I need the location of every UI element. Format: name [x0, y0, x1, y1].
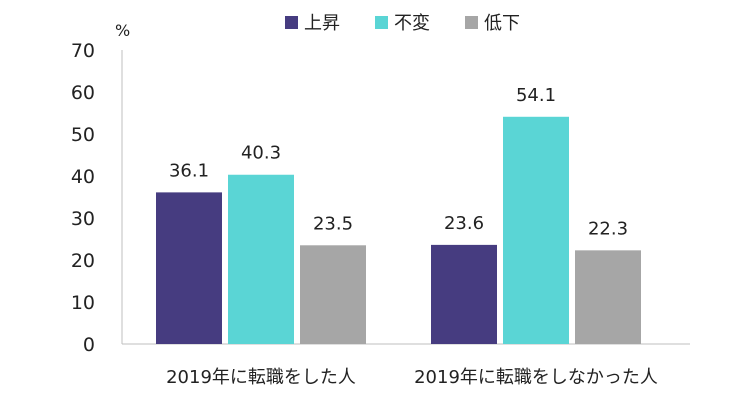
data-label: 22.3	[588, 218, 628, 239]
data-label: 36.1	[169, 160, 209, 181]
bar	[228, 174, 294, 344]
y-tick-label: 40	[71, 166, 95, 188]
bars	[156, 116, 641, 344]
x-category-label: 2019年に転職をした人	[166, 367, 356, 388]
data-label: 54.1	[516, 85, 556, 106]
y-tick-label: 60	[71, 82, 95, 104]
legend-label: 低下	[484, 13, 520, 34]
bar	[575, 250, 641, 344]
legend-swatch	[465, 16, 478, 29]
data-label: 23.6	[444, 213, 484, 234]
bar	[156, 192, 222, 344]
y-axis-unit-label: %	[115, 21, 130, 40]
y-tick-label: 50	[71, 124, 95, 146]
x-axis-categories: 2019年に転職をした人 2019年に転職をしなかった人	[166, 367, 658, 388]
data-label: 23.5	[313, 213, 353, 234]
y-tick-label: 0	[83, 334, 95, 356]
data-label: 40.3	[241, 143, 281, 164]
y-tick-label: 70	[71, 40, 95, 62]
legend-swatch	[375, 16, 388, 29]
bar	[300, 245, 366, 344]
y-tick-label: 10	[71, 292, 95, 314]
legend-label: 上昇	[304, 13, 340, 34]
x-category-label: 2019年に転職をしなかった人	[414, 367, 658, 388]
legend: 上昇 不変 低下	[285, 13, 520, 34]
y-tick-label: 30	[71, 208, 95, 230]
bar	[431, 244, 497, 344]
y-axis-ticks: 0 10 20 30 40 50 60 70	[71, 40, 95, 356]
legend-label: 不変	[394, 13, 430, 34]
y-tick-label: 20	[71, 250, 95, 272]
legend-swatch	[285, 16, 298, 29]
bar	[503, 116, 569, 344]
data-labels: 36.1 40.3 23.5 23.6 54.1 22.3	[169, 85, 628, 240]
